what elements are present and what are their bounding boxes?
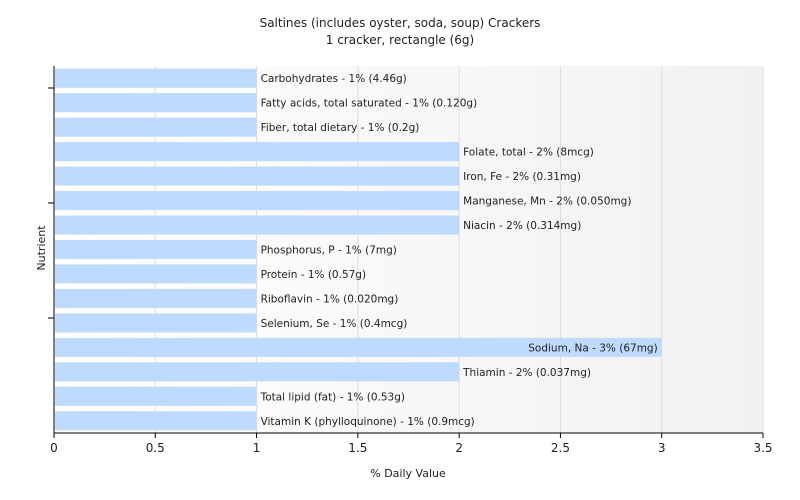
- bar: [55, 239, 257, 260]
- x-tick-label: 0.5: [146, 441, 165, 455]
- bar: [55, 93, 257, 113]
- x-tick-label: 3.5: [753, 441, 772, 455]
- bar: [55, 215, 460, 235]
- bar-label: Total lipid (fat) - 1% (0.53g): [260, 391, 405, 403]
- bar-label: Fiber, total dietary - 1% (0.2g): [261, 122, 420, 134]
- x-tick-label: 0: [50, 441, 58, 455]
- bar-label: Thiamin - 2% (0.037mg): [462, 367, 591, 379]
- bar-label: Protein - 1% (0.57g): [261, 269, 367, 281]
- bar-label: Niacin - 2% (0.314mg): [463, 220, 581, 232]
- x-tick-label: 1.5: [348, 441, 367, 455]
- bar-label: Iron, Fe - 2% (0.31mg): [463, 171, 581, 183]
- bar: [55, 362, 460, 382]
- bar-label: Sodium, Na - 3% (67mg): [528, 342, 657, 354]
- bar: [55, 386, 257, 406]
- bar-label: Riboflavin - 1% (0.020mg): [261, 293, 399, 305]
- chart-subtitle: 1 cracker, rectangle (6g): [326, 33, 474, 47]
- bar-label: Phosphorus, P - 1% (7mg): [261, 245, 397, 257]
- bar-label: Fatty acids, total saturated - 1% (0.120…: [261, 98, 478, 110]
- bar: [55, 166, 460, 186]
- plot-area: Carbohydrates - 1% (4.46g) Fatty acids, t…: [48, 66, 773, 455]
- chart-title: Saltines (includes oyster, soda, soup) C…: [260, 16, 541, 30]
- bar: [55, 191, 460, 211]
- bar-label: Vitamin K (phylloquinone) - 1% (0.9mcg): [261, 416, 475, 428]
- x-tick-label: 1: [253, 441, 261, 455]
- bar: [55, 117, 257, 137]
- x-tick-label: 2: [455, 441, 463, 455]
- x-axis-label: % Daily Value: [370, 467, 446, 480]
- bar-label: Folate, total - 2% (8mcg): [463, 147, 594, 159]
- x-tick-label: 2.5: [551, 441, 570, 455]
- bar: [55, 142, 460, 162]
- bar: [55, 337, 662, 357]
- bar: [55, 411, 257, 431]
- bar-label: Selenium, Se - 1% (0.4mcg): [261, 318, 408, 330]
- bar: [55, 68, 257, 88]
- x-tick-label: 3: [658, 441, 666, 455]
- bar: [55, 288, 257, 308]
- bar-label: Carbohydrates - 1% (4.46g): [261, 73, 407, 85]
- bar-label: Manganese, Mn - 2% (0.050mg): [463, 196, 631, 208]
- bar: [55, 313, 257, 333]
- bar: [55, 264, 257, 284]
- y-axis-label: Nutrient: [35, 225, 48, 271]
